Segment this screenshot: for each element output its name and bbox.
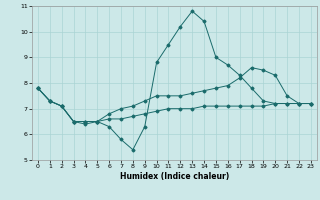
X-axis label: Humidex (Indice chaleur): Humidex (Indice chaleur) [120, 172, 229, 181]
